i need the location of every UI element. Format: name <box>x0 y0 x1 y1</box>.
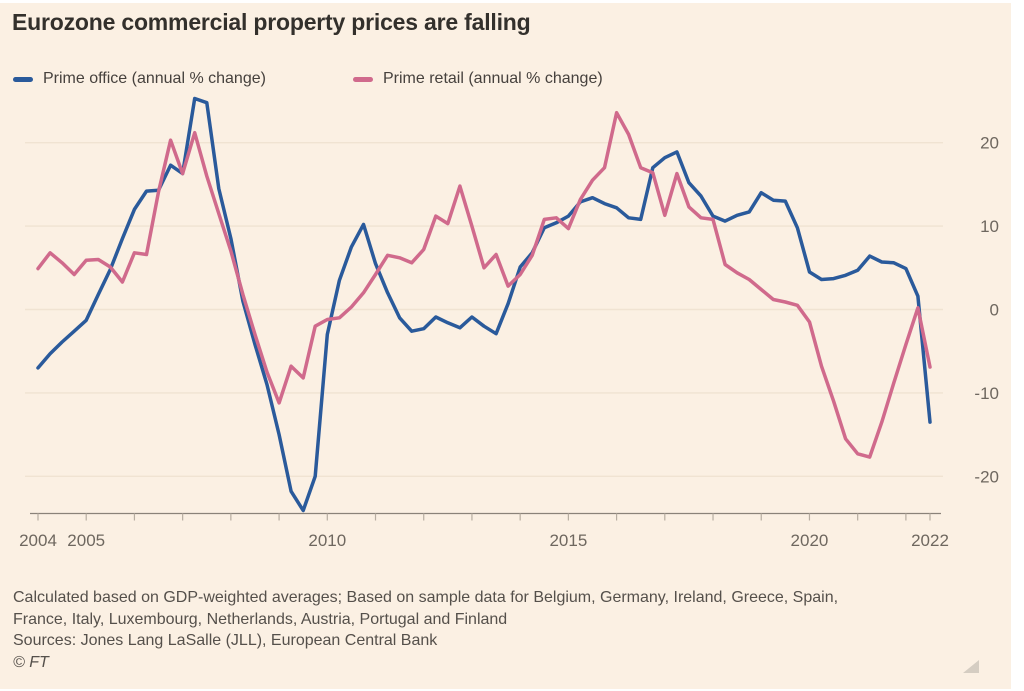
chart-title: Eurozone commercial property prices are … <box>12 9 531 35</box>
x-axis-label-2015: 2015 <box>549 531 587 550</box>
x-axis-label-2020: 2020 <box>791 531 829 550</box>
x-axis-label-2010: 2010 <box>308 531 346 550</box>
x-axis-label-2005: 2005 <box>67 531 105 550</box>
footnote-line-2: France, Italy, Luxembourg, Netherlands, … <box>13 610 508 628</box>
legend-item-prime-retail: Prime retail (annual % change) <box>353 67 603 91</box>
resize-handle-icon[interactable] <box>963 660 979 673</box>
y-axis-label-0: 0 <box>990 301 999 320</box>
prime-retail-line <box>36 110 932 459</box>
y-axis-label--10: -10 <box>974 384 999 403</box>
x-axis-label-end: 2022 <box>911 531 949 550</box>
legend-item-prime-office: Prime office (annual % change) <box>13 67 266 91</box>
y-axis-label-20: 20 <box>980 134 999 153</box>
x-axis-label-2004: 2004 <box>19 531 57 550</box>
y-axis-label--20: -20 <box>974 467 999 486</box>
legend-label-prime-office: Prime office (annual % change) <box>43 70 266 87</box>
y-axis-label-10: 10 <box>980 217 999 236</box>
chart-card: Eurozone commercial property prices are … <box>0 3 1011 689</box>
ft-copyright: © FT <box>13 654 49 671</box>
footnote-line-1: Calculated based on GDP-weighted average… <box>13 589 839 606</box>
retail-line-swatch-icon <box>353 76 373 82</box>
chart-legend: Prime office (annual % change) Prime ret… <box>0 67 1011 91</box>
office-line-swatch-icon <box>13 76 33 82</box>
prime-office-line <box>36 96 932 513</box>
chart-footnote: Calculated based on GDP-weighted average… <box>13 587 838 630</box>
chart-sources: Sources: Jones Lang LaSalle (JLL), Europ… <box>13 632 438 649</box>
legend-label-prime-retail: Prime retail (annual % change) <box>383 70 603 87</box>
